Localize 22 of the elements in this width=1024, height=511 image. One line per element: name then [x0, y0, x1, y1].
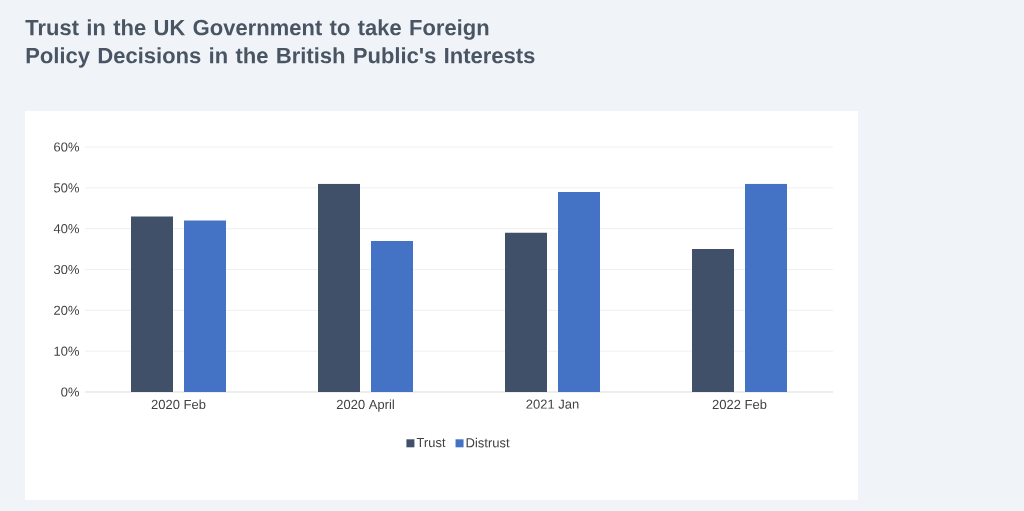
bar	[745, 183, 788, 392]
bar	[184, 220, 226, 392]
bar	[692, 249, 735, 392]
y-tick-label: 0%	[61, 387, 80, 397]
x-tick-label: 2021 Jan	[526, 399, 579, 409]
x-tick-label: 2022 Feb	[712, 399, 767, 410]
x-tick-label: 2020 Feb	[151, 399, 206, 410]
x-tick-label: 2020 April	[336, 399, 394, 412]
chart-title: Trust in the UK Government to take Foreign Policy Decisions in the British Public's Interests	[25, 19, 535, 68]
legend-label: Distrust	[466, 437, 510, 448]
y-tick-label: 50%	[53, 183, 80, 193]
legend-label: Trust	[416, 438, 446, 448]
bar	[318, 183, 361, 392]
y-tick-label: 30%	[53, 264, 80, 275]
bar	[505, 232, 548, 392]
y-tick-label: 10%	[54, 346, 80, 356]
y-tick-label: 60%	[54, 142, 80, 152]
y-tick-label: 40%	[53, 224, 80, 234]
bar	[131, 216, 173, 392]
y-tick-label: 20%	[54, 305, 80, 315]
bar	[371, 240, 414, 392]
bar	[558, 191, 601, 392]
